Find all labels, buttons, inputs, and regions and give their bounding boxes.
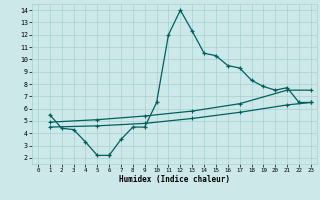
X-axis label: Humidex (Indice chaleur): Humidex (Indice chaleur) bbox=[119, 175, 230, 184]
